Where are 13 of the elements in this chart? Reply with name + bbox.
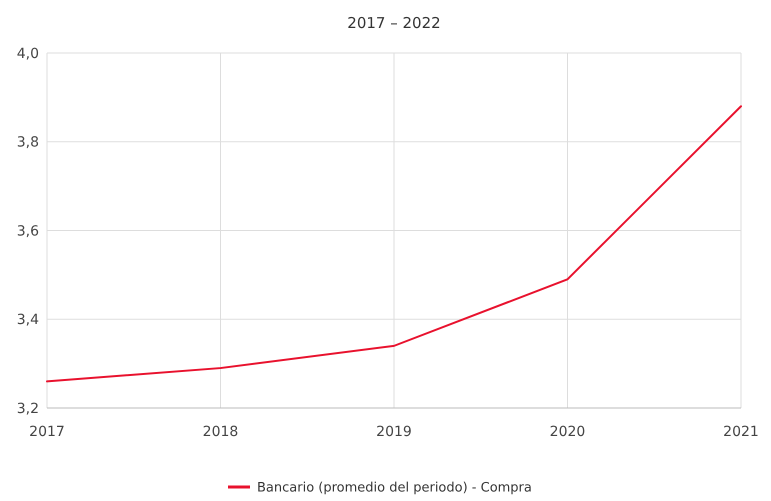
y-tick-label: 3,4 <box>16 312 40 328</box>
y-tick-label: 3,2 <box>16 400 39 417</box>
x-tick-label: 2018 <box>202 424 238 440</box>
line-series <box>46 105 742 382</box>
legend-label: Bancario (promedio del periodo) - Compra <box>257 480 532 496</box>
x-tick-label: 2021 <box>723 424 759 440</box>
x-tick-label: 2019 <box>376 424 412 440</box>
y-tick-label: 4,0 <box>16 46 39 62</box>
x-tick-label: 2020 <box>550 424 586 440</box>
chart-title: 2017 – 2022 <box>347 14 441 32</box>
y-tick-label: 3,8 <box>16 134 39 151</box>
y-tick-label: 3,6 <box>16 223 40 240</box>
x-tick-label: 2017 <box>29 424 65 440</box>
